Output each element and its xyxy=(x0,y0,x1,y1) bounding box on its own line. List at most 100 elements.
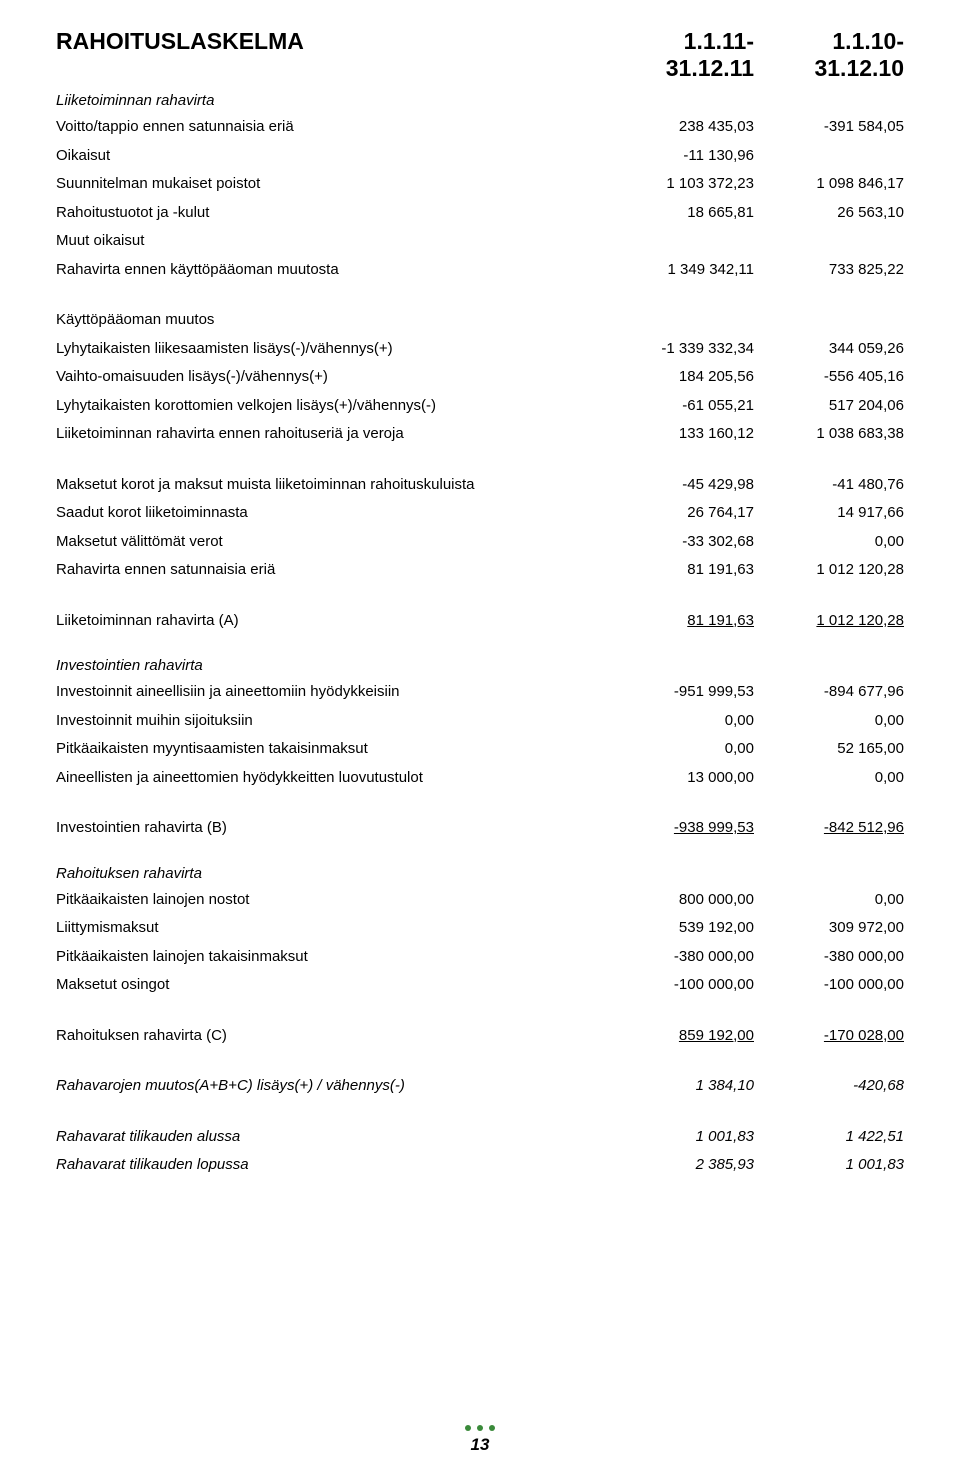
row-value-col1: 1 384,10 xyxy=(604,1072,754,1101)
row-value-col1: -33 302,68 xyxy=(604,528,754,557)
row-value-col2: 1 001,83 xyxy=(754,1151,904,1180)
row-value-col1: 1 103 372,23 xyxy=(604,170,754,199)
row-label: Maksetut korot ja maksut muista liiketoi… xyxy=(56,471,604,500)
row-value-col1: 133 160,12 xyxy=(604,420,754,449)
row-value-col1: 0,00 xyxy=(604,735,754,764)
section-operating-cash-flow: Liiketoiminnan rahavirta Voitto/tappio e… xyxy=(56,92,904,284)
table-row: Saadut korot liiketoiminnasta26 764,1714… xyxy=(56,499,904,528)
row-value-col2: 0,00 xyxy=(754,886,904,915)
row-label: Investointien rahavirta (B) xyxy=(56,814,604,843)
row-value-col2: 309 972,00 xyxy=(754,914,904,943)
row-value-col1: 539 192,00 xyxy=(604,914,754,943)
table-row: Maksetut välittömät verot-33 302,680,00 xyxy=(56,528,904,557)
period-col-2: 1.1.10-31.12.10 xyxy=(754,28,904,82)
row-value-col1: -100 000,00 xyxy=(604,971,754,1000)
section-cash-balances: Rahavarat tilikauden alussa1 001,831 422… xyxy=(56,1123,904,1180)
row-value-col2: -391 584,05 xyxy=(754,113,904,142)
row-value-col2: -556 405,16 xyxy=(754,363,904,392)
section-investing-total: Investointien rahavirta (B)-938 999,53-8… xyxy=(56,814,904,843)
row-value-col2: 733 825,22 xyxy=(754,256,904,285)
table-row: Voitto/tappio ennen satunnaisia eriä238 … xyxy=(56,113,904,142)
row-label: Maksetut osingot xyxy=(56,971,604,1000)
table-row: Rahoituksen rahavirta (C)859 192,00-170 … xyxy=(56,1022,904,1051)
row-label: Muut oikaisut xyxy=(56,227,604,256)
row-label: Pitkäaikaisten myyntisaamisten takaisinm… xyxy=(56,735,604,764)
table-row: Suunnitelman mukaiset poistot1 103 372,2… xyxy=(56,170,904,199)
section-label: Rahoituksen rahavirta xyxy=(56,865,904,882)
row-label: Aineellisten ja aineettomien hyödykkeitt… xyxy=(56,764,604,793)
row-value-col1: -45 429,98 xyxy=(604,471,754,500)
row-label: Rahoitustuotot ja -kulut xyxy=(56,199,604,228)
row-value-col2: 1 038 683,38 xyxy=(754,420,904,449)
section-financing: Rahoituksen rahavirta Pitkäaikaisten lai… xyxy=(56,865,904,1000)
row-value-col1: 81 191,63 xyxy=(604,556,754,585)
row-label: Investoinnit muihin sijoituksiin xyxy=(56,707,604,736)
table-row: Investoinnit aineellisiin ja aineettomii… xyxy=(56,678,904,707)
row-value-col2: 1 012 120,28 xyxy=(754,556,904,585)
row-value-col1: 1 001,83 xyxy=(604,1123,754,1152)
row-label: Rahavirta ennen käyttöpääoman muutosta xyxy=(56,256,604,285)
section-label: Investointien rahavirta xyxy=(56,657,904,674)
table-row: Aineellisten ja aineettomien hyödykkeitt… xyxy=(56,764,904,793)
row-value-col2: 52 165,00 xyxy=(754,735,904,764)
table-row: Rahavarojen muutos(A+B+C) lisäys(+) / vä… xyxy=(56,1072,904,1101)
row-label: Pitkäaikaisten lainojen takaisinmaksut xyxy=(56,943,604,972)
row-value-col2: 0,00 xyxy=(754,528,904,557)
table-row: Lyhytaikaisten korottomien velkojen lisä… xyxy=(56,392,904,421)
table-row: Rahavarat tilikauden lopussa2 385,931 00… xyxy=(56,1151,904,1180)
row-value-col1: 13 000,00 xyxy=(604,764,754,793)
row-value-col1: -951 999,53 xyxy=(604,678,754,707)
row-value-col1: -380 000,00 xyxy=(604,943,754,972)
row-label: Lyhytaikaisten korottomien velkojen lisä… xyxy=(56,392,604,421)
row-value-col2: -100 000,00 xyxy=(754,971,904,1000)
row-value-col2: 344 059,26 xyxy=(754,335,904,364)
row-label: Liiketoiminnan rahavirta (A) xyxy=(56,607,604,636)
row-label: Rahavarojen muutos(A+B+C) lisäys(+) / vä… xyxy=(56,1072,604,1101)
row-value-col2: -380 000,00 xyxy=(754,943,904,972)
table-row: Pitkäaikaisten lainojen nostot800 000,00… xyxy=(56,886,904,915)
row-value-col2: -41 480,76 xyxy=(754,471,904,500)
section-financing-total: Rahoituksen rahavirta (C)859 192,00-170 … xyxy=(56,1022,904,1051)
table-row: Pitkäaikaisten myyntisaamisten takaisinm… xyxy=(56,735,904,764)
row-value-col2: 1 422,51 xyxy=(754,1123,904,1152)
table-row: Rahoitustuotot ja -kulut18 665,8126 563,… xyxy=(56,199,904,228)
row-label: Lyhytaikaisten liikesaamisten lisäys(-)/… xyxy=(56,335,604,364)
section-operating-total: Liiketoiminnan rahavirta (A)81 191,631 0… xyxy=(56,607,904,636)
page-title: RAHOITUSLASKELMA xyxy=(56,28,604,55)
row-label: Investoinnit aineellisiin ja aineettomii… xyxy=(56,678,604,707)
row-value-col1: 18 665,81 xyxy=(604,199,754,228)
table-row: Investoinnit muihin sijoituksiin0,000,00 xyxy=(56,707,904,736)
row-label: Oikaisut xyxy=(56,142,604,171)
row-label: Rahavarat tilikauden lopussa xyxy=(56,1151,604,1180)
table-row: Investointien rahavirta (B)-938 999,53-8… xyxy=(56,814,904,843)
cash-flow-statement-page: RAHOITUSLASKELMA 1.1.11-31.12.11 1.1.10-… xyxy=(0,0,960,1479)
section-interest-tax: Maksetut korot ja maksut muista liiketoi… xyxy=(56,471,904,585)
row-label: Rahavarat tilikauden alussa xyxy=(56,1123,604,1152)
row-value-col2: 14 917,66 xyxy=(754,499,904,528)
row-value-col1: -1 339 332,34 xyxy=(604,335,754,364)
section-label: Liiketoiminnan rahavirta xyxy=(56,92,904,109)
row-value-col2: -420,68 xyxy=(754,1072,904,1101)
row-label: Suunnitelman mukaiset poistot xyxy=(56,170,604,199)
table-row: Liiketoiminnan rahavirta ennen rahoituse… xyxy=(56,420,904,449)
row-label: Liiketoiminnan rahavirta ennen rahoituse… xyxy=(56,420,604,449)
section-working-capital-change: Käyttöpääoman muutos Lyhytaikaisten liik… xyxy=(56,306,904,449)
row-value-col1: 1 349 342,11 xyxy=(604,256,754,285)
row-value-col1: 0,00 xyxy=(604,707,754,736)
row-label: Maksetut välittömät verot xyxy=(56,528,604,557)
row-value-col1: 81 191,63 xyxy=(604,607,754,636)
table-row: Liiketoiminnan rahavirta (A)81 191,631 0… xyxy=(56,607,904,636)
period-col-1: 1.1.11-31.12.11 xyxy=(604,28,754,82)
table-row: Lyhytaikaisten liikesaamisten lisäys(-)/… xyxy=(56,335,904,364)
section-label: Käyttöpääoman muutos xyxy=(56,306,904,335)
row-value-col2: -894 677,96 xyxy=(754,678,904,707)
footer-dots-icon xyxy=(465,1425,495,1431)
table-row: Rahavarat tilikauden alussa1 001,831 422… xyxy=(56,1123,904,1152)
row-value-col2: 26 563,10 xyxy=(754,199,904,228)
section-investing: Investointien rahavirta Investoinnit ain… xyxy=(56,657,904,792)
row-value-col1: -11 130,96 xyxy=(604,142,754,171)
row-value-col1: -61 055,21 xyxy=(604,392,754,421)
header-row: RAHOITUSLASKELMA 1.1.11-31.12.11 1.1.10-… xyxy=(56,28,904,82)
row-value-col2: -842 512,96 xyxy=(754,814,904,843)
row-value-col2: -170 028,00 xyxy=(754,1022,904,1051)
